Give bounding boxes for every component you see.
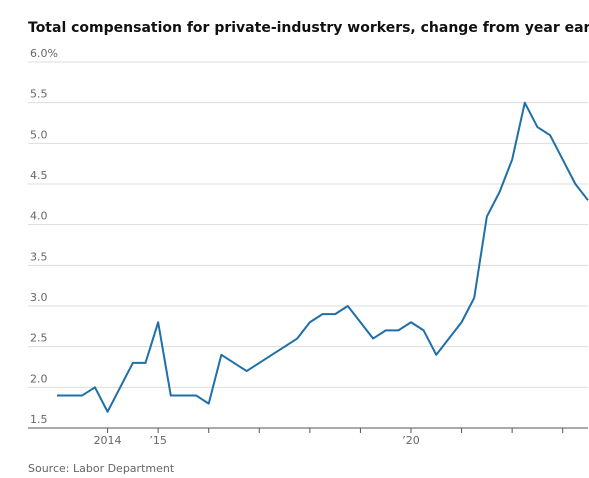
y-tick-label: 3.5	[30, 250, 48, 263]
y-tick-label: 4.5	[30, 169, 48, 182]
y-tick-label: 2.5	[30, 332, 48, 345]
source-note: Source: Labor Department	[28, 462, 175, 475]
x-tick-label: ’15	[149, 434, 167, 447]
y-tick-label: 5.5	[30, 88, 48, 101]
x-tick-label: 2014	[94, 434, 122, 447]
y-tick-label: 1.5	[30, 413, 48, 426]
y-tick-label: 3.0	[30, 291, 48, 304]
y-tick-label: 5.0	[30, 128, 48, 141]
data-line	[57, 101, 589, 413]
chart-title: Total compensation for private-industry …	[28, 20, 589, 36]
y-tick-label: 4.0	[30, 210, 48, 223]
y-tick-label: 6.0%	[30, 47, 58, 60]
y-tick-label: 2.0	[30, 372, 48, 385]
x-tick-label: ’20	[402, 434, 420, 447]
